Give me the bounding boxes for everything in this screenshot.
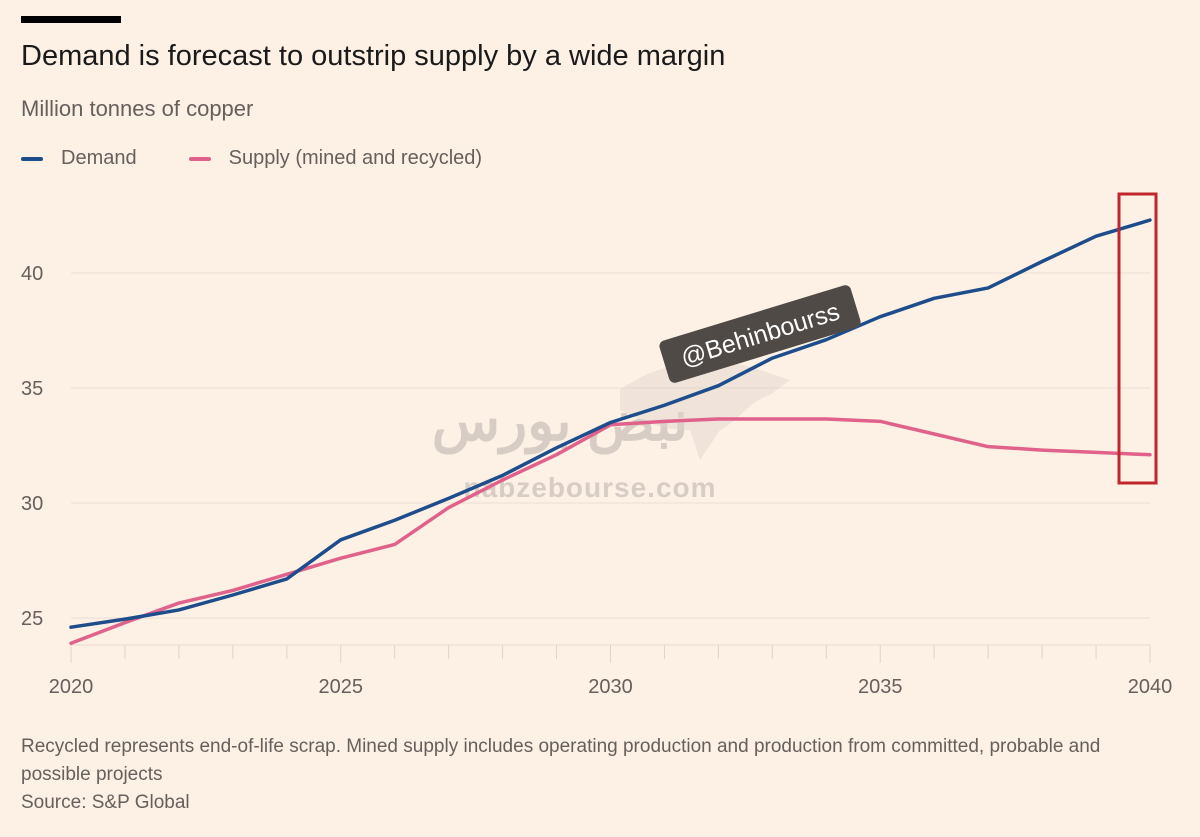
legend-item-demand: Demand (21, 147, 137, 170)
y-tick-label: 35 (21, 378, 43, 400)
y-tick-label: 30 (21, 493, 43, 515)
legend-label-supply: Supply (mined and recycled) (228, 147, 483, 169)
x-tick-label: 2030 (588, 676, 633, 698)
watermark: نبض بورس nabzebourse.com (432, 361, 790, 503)
legend: Demand Supply (mined and recycled) (21, 147, 534, 170)
legend-label-demand: Demand (61, 147, 137, 169)
highlight-box-2040 (1117, 192, 1158, 485)
brand-bar (21, 16, 121, 23)
legend-item-supply: Supply (mined and recycled) (188, 147, 483, 170)
x-tick-label: 2035 (858, 676, 903, 698)
x-axis: 2020 2025 2030 2035 2040 (49, 645, 1173, 698)
y-axis: 25 30 35 40 (21, 263, 43, 630)
bull-silhouette-icon (620, 361, 790, 460)
x-tick-label: 2025 (319, 676, 364, 698)
series-lines (69, 218, 1152, 646)
footnote: Recycled represents end-of-life scrap. M… (21, 733, 1121, 817)
x-tick-label: 2040 (1128, 676, 1173, 698)
legend-swatch-demand (21, 156, 43, 161)
footnote-note: Recycled represents end-of-life scrap. M… (21, 736, 1101, 785)
series-line-supply (69, 417, 1152, 646)
y-tick-label: 25 (21, 608, 43, 630)
handle-badge (659, 285, 861, 383)
legend-swatch-supply (188, 156, 211, 161)
series-line-demand (69, 218, 1152, 629)
chart-title: Demand is forecast to outstrip supply by… (21, 40, 726, 72)
handle-watermark: @Behinbourss (659, 285, 861, 383)
footnote-source: Source: S&P Global (21, 792, 190, 813)
chart-subtitle: Million tonnes of copper (21, 96, 254, 121)
y-tick-label: 40 (21, 263, 43, 285)
x-tick-label: 2020 (49, 676, 94, 698)
